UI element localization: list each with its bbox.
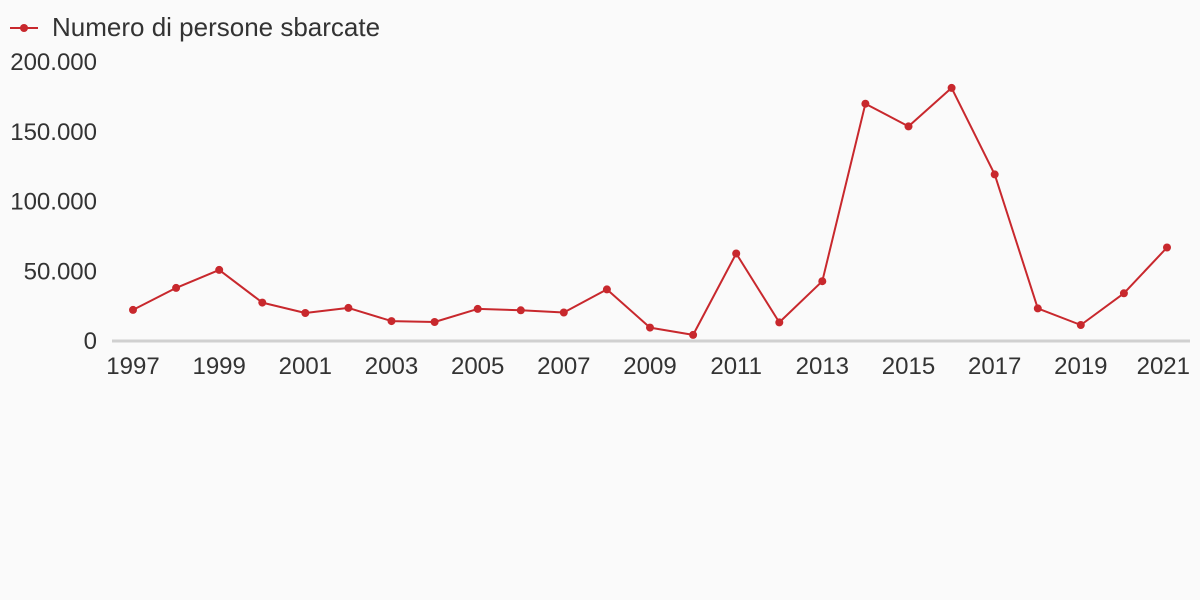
data-point [172, 283, 181, 292]
x-tick-label: 2013 [796, 353, 849, 380]
data-point [775, 318, 784, 327]
data-point [1033, 304, 1042, 313]
data-point [689, 330, 698, 339]
x-tick-label: 2003 [365, 353, 418, 380]
x-tick-label: 2015 [882, 353, 935, 380]
x-axis-tick-labels: 1997 1999 2001 2003 2005 2007 2009 2011 2013 2015… [106, 353, 1190, 380]
data-point [818, 277, 827, 286]
y-axis-tick-labels: 0 50.000 100.000 150.000 200.000 [10, 49, 97, 355]
data-point [559, 308, 568, 317]
data-point [430, 318, 439, 326]
data-point [861, 99, 870, 108]
data-point [904, 122, 913, 131]
data-point [947, 83, 956, 92]
x-tick-label: 2005 [451, 353, 504, 380]
y-tick-label: 100.000 [10, 189, 97, 216]
x-tick-label: 2009 [623, 353, 676, 380]
x-tick-label: 1999 [192, 353, 245, 380]
x-tick-label: 2007 [537, 353, 590, 380]
data-point [646, 323, 654, 332]
data-point [129, 305, 137, 314]
y-tick-label: 0 [84, 328, 97, 355]
x-tick-label: 2011 [710, 353, 762, 380]
legend: Numero di persone sbarcate [10, 12, 380, 42]
data-point [387, 317, 396, 326]
data-point [215, 265, 224, 274]
x-tick-label: 2017 [968, 353, 1021, 380]
data-point [990, 170, 999, 179]
data-point [473, 304, 482, 313]
data-point [344, 303, 353, 312]
legend-label: Numero di persone sbarcate [52, 12, 380, 42]
data-point [602, 285, 611, 294]
data-point [1119, 289, 1128, 298]
data-point [1163, 243, 1171, 252]
x-tick-label: 2021 [1137, 353, 1190, 380]
legend-marker-swatch [20, 24, 28, 32]
data-point [732, 249, 741, 258]
data-point [1076, 321, 1085, 329]
x-tick-label: 1997 [106, 353, 159, 380]
x-tick-label: 2001 [279, 353, 332, 380]
y-tick-label: 150.000 [10, 119, 97, 146]
x-tick-label: 2019 [1054, 353, 1107, 380]
y-tick-label: 50.000 [24, 258, 97, 285]
data-point [258, 298, 267, 307]
data-point [516, 306, 525, 315]
y-tick-label: 200.000 [10, 49, 97, 76]
data-point [301, 309, 310, 317]
series-line [132, 86, 1168, 336]
series-points [129, 83, 1171, 339]
